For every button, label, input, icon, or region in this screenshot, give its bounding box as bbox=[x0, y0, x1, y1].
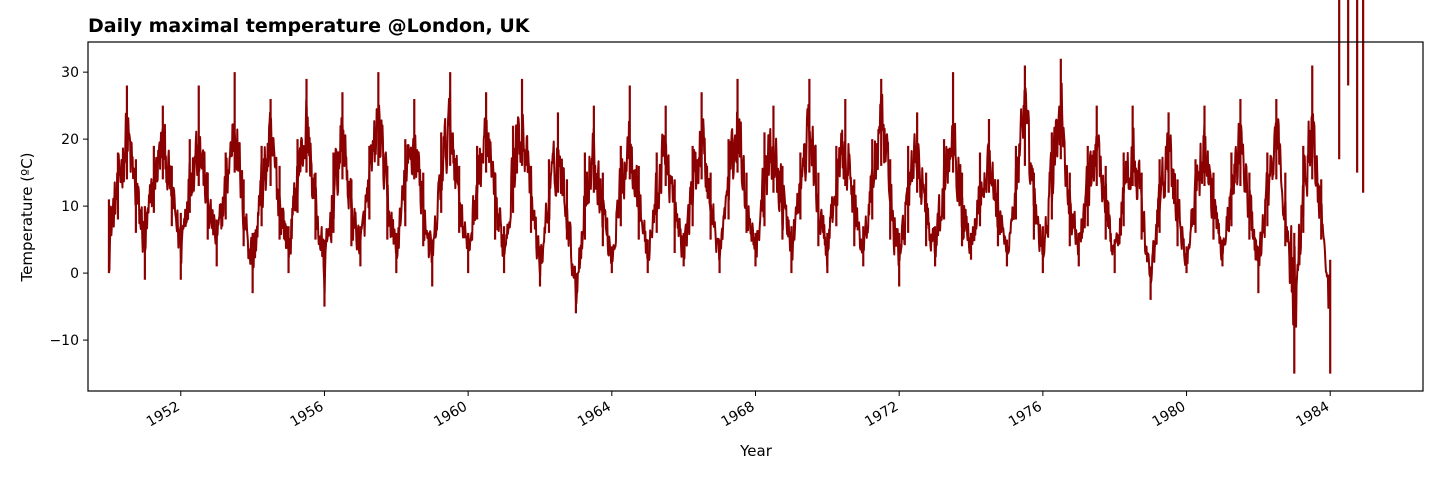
x-tick-label: 1956 bbox=[288, 399, 327, 431]
x-axis-label: Year bbox=[739, 442, 773, 460]
x-tick-label: 1972 bbox=[862, 399, 901, 431]
temperature-series-line bbox=[107, 82, 1331, 328]
y-tick-label: 10 bbox=[61, 199, 79, 215]
x-tick-label: 1976 bbox=[1006, 399, 1045, 431]
x-tick-label: 1984 bbox=[1293, 399, 1332, 431]
y-tick-label: 0 bbox=[70, 266, 79, 282]
chart-title: Daily maximal temperature @London, UK bbox=[88, 15, 531, 37]
x-tick-label: 1980 bbox=[1150, 399, 1189, 431]
x-tick-label: 1964 bbox=[575, 399, 614, 431]
plot-frame bbox=[87, 41, 1424, 392]
y-axis: −10 0 10 20 30 bbox=[49, 65, 88, 349]
x-tick-label: 1952 bbox=[144, 399, 183, 431]
y-tick-label: 30 bbox=[61, 65, 79, 81]
plot-area bbox=[107, 0, 1365, 374]
y-tick-label: −10 bbox=[49, 333, 79, 349]
y-axis-label: Temperature (ºC) bbox=[18, 152, 36, 282]
x-axis: 1952 1956 1960 1964 1968 1972 1976 1980 1984 bbox=[144, 391, 1332, 430]
x-tick-label: 1968 bbox=[719, 399, 758, 431]
x-tick-label: 1960 bbox=[431, 399, 470, 431]
y-tick-label: 20 bbox=[61, 132, 79, 148]
